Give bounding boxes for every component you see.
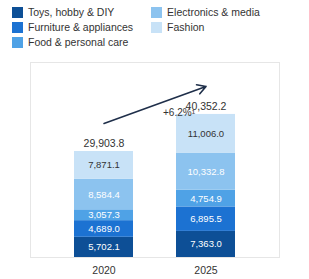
html-text:Food & personal care: Food & personal care xyxy=(28,36,129,48)
svg-text:29,903.8: 29,903.8 xyxy=(84,137,125,149)
html-text:Fashion: Fashion xyxy=(167,21,205,33)
svg-text:3,057.3: 3,057.3 xyxy=(88,209,120,220)
svg-text:40,352.2: 40,352.2 xyxy=(185,99,227,112)
svg-text:4,689.0: 4,689.0 xyxy=(88,223,120,234)
svg-text:4,754.9: 4,754.9 xyxy=(190,193,222,204)
svg-text:5,702.1: 5,702.1 xyxy=(88,241,120,252)
html-text:Furniture & appliances: Furniture & appliances xyxy=(28,21,134,33)
svg-text:2020: 2020 xyxy=(92,264,116,276)
svg-text:6,895.5: 6,895.5 xyxy=(190,213,222,224)
svg-text:11,006.0: 11,006.0 xyxy=(188,128,224,139)
svg-text:7,871.1: 7,871.1 xyxy=(88,159,120,170)
html-text:Electronics & media: Electronics & media xyxy=(167,6,260,18)
svg-text:2025: 2025 xyxy=(194,264,218,276)
svg-text:8,584.4: 8,584.4 xyxy=(88,189,120,200)
svg-text:7,363.0: 7,363.0 xyxy=(190,238,222,249)
svg-text:+6.2%¹: +6.2%¹ xyxy=(163,107,196,118)
svg-text:10,332.8: 10,332.8 xyxy=(188,166,225,177)
html-text:Toys, hobby & DIY: Toys, hobby & DIY xyxy=(28,6,115,18)
